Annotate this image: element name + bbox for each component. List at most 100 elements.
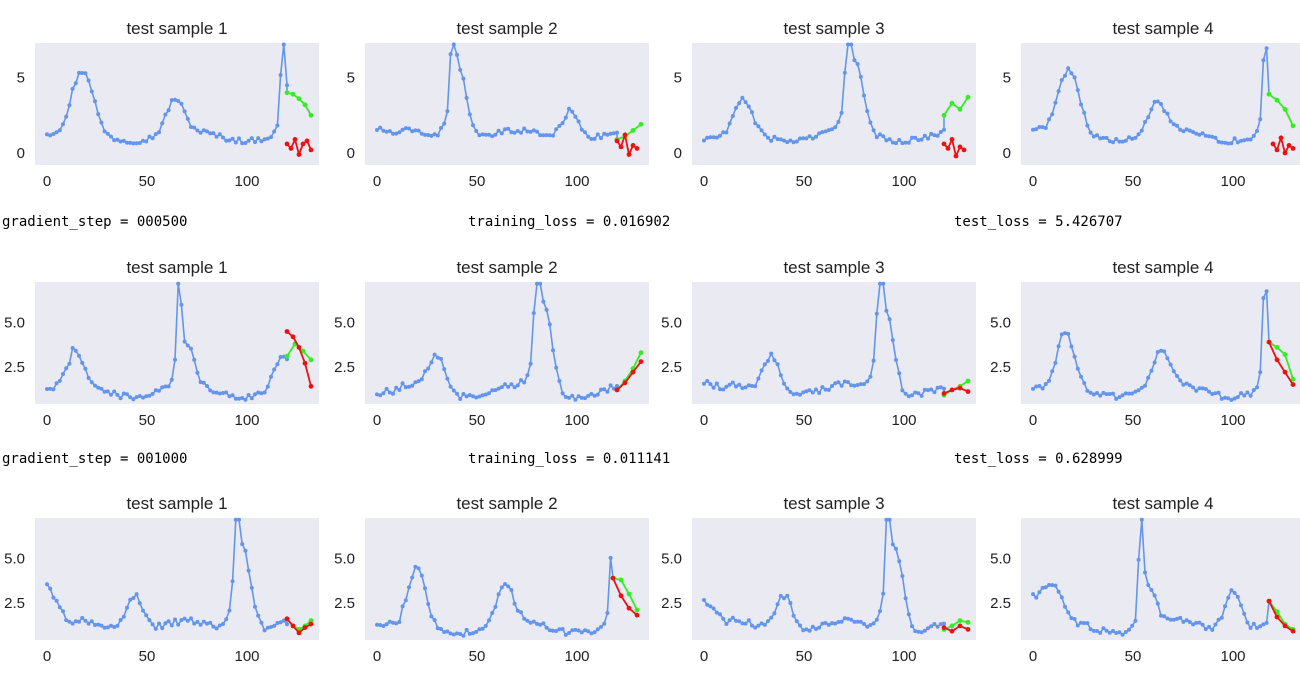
input-point bbox=[1171, 617, 1176, 622]
input-point bbox=[1050, 583, 1055, 588]
input-point bbox=[109, 134, 113, 139]
target-point bbox=[965, 378, 971, 384]
input-point bbox=[910, 624, 914, 629]
prediction-point bbox=[284, 329, 290, 334]
input-point bbox=[397, 130, 402, 135]
x-tick-label: 0 bbox=[43, 412, 51, 429]
input-point bbox=[1162, 349, 1167, 354]
input-point bbox=[737, 619, 742, 624]
input-point bbox=[541, 299, 546, 304]
input-point bbox=[1207, 389, 1211, 394]
input-point bbox=[1242, 393, 1247, 398]
input-point bbox=[769, 615, 774, 620]
prediction-point bbox=[965, 389, 971, 394]
input-point bbox=[99, 386, 104, 391]
input-point bbox=[547, 133, 552, 138]
input-point bbox=[467, 393, 472, 398]
input-point bbox=[243, 141, 248, 145]
input-point bbox=[83, 71, 88, 76]
input-point bbox=[397, 620, 402, 624]
input-point bbox=[179, 101, 184, 106]
info-line-1: gradient_step = 000500 training_loss = 0… bbox=[0, 214, 1300, 238]
input-point bbox=[615, 384, 619, 388]
input-point bbox=[387, 390, 392, 395]
x-tick-label: 100 bbox=[234, 173, 259, 190]
input-point bbox=[775, 602, 780, 607]
input-point bbox=[538, 281, 543, 286]
input-point bbox=[387, 129, 392, 134]
subplot-title: test sample 4 bbox=[1112, 494, 1213, 513]
target-point bbox=[1290, 123, 1296, 129]
input-point bbox=[919, 630, 924, 635]
input-point bbox=[608, 555, 613, 560]
input-point bbox=[913, 390, 918, 395]
y-tick-label: 5 bbox=[674, 70, 682, 87]
input-point bbox=[163, 384, 168, 389]
test-loss-label: test_loss = 5.426707 bbox=[954, 214, 1123, 230]
input-point bbox=[579, 630, 584, 635]
input-point bbox=[285, 622, 289, 627]
input-point bbox=[275, 362, 280, 367]
input-point bbox=[176, 622, 181, 627]
input-point bbox=[592, 630, 597, 635]
plot-area bbox=[365, 43, 649, 165]
input-point bbox=[589, 391, 594, 396]
input-point bbox=[1245, 620, 1250, 625]
y-tick-label: 5.0 bbox=[661, 315, 682, 332]
input-point bbox=[714, 381, 719, 386]
input-point bbox=[439, 356, 443, 361]
input-point bbox=[1034, 384, 1039, 389]
subplot: test sample 2 0 50 100 2.5 5.0 bbox=[334, 258, 649, 429]
input-point bbox=[775, 362, 780, 367]
input-point bbox=[836, 119, 841, 124]
input-point bbox=[480, 132, 485, 137]
prediction-series-line bbox=[943, 624, 969, 633]
prediction-point bbox=[957, 385, 963, 391]
input-point bbox=[67, 103, 72, 108]
input-point bbox=[1229, 588, 1234, 593]
y-tick-label: 5 bbox=[347, 70, 355, 87]
input-point bbox=[913, 629, 918, 634]
input-point bbox=[1059, 332, 1064, 337]
input-point bbox=[169, 623, 174, 628]
input-point bbox=[900, 141, 905, 146]
input-point bbox=[903, 391, 908, 396]
input-point bbox=[160, 385, 165, 390]
input-point bbox=[1213, 622, 1218, 627]
input-point bbox=[1191, 385, 1195, 390]
input-point bbox=[810, 136, 815, 141]
input-point bbox=[1191, 622, 1195, 627]
input-point bbox=[1056, 344, 1061, 349]
input-point bbox=[746, 618, 751, 623]
input-point bbox=[772, 611, 777, 616]
input-point bbox=[772, 134, 777, 139]
input-point bbox=[817, 625, 822, 630]
input-point bbox=[919, 137, 924, 142]
input-point bbox=[721, 616, 726, 621]
input-point bbox=[753, 625, 758, 630]
input-point bbox=[1050, 369, 1055, 374]
input-point bbox=[615, 130, 619, 135]
x-tick-label: 0 bbox=[373, 412, 381, 429]
input-point bbox=[772, 358, 777, 363]
input-point bbox=[1069, 616, 1074, 621]
input-point bbox=[153, 388, 158, 393]
input-point bbox=[794, 619, 799, 624]
input-point bbox=[1133, 135, 1138, 140]
subplot-title: test sample 2 bbox=[456, 258, 557, 277]
plot-area bbox=[692, 43, 976, 165]
input-point bbox=[608, 131, 613, 136]
input-point bbox=[419, 377, 424, 382]
input-point bbox=[512, 601, 517, 606]
input-point bbox=[868, 120, 873, 125]
input-point bbox=[605, 389, 610, 394]
input-point bbox=[272, 367, 277, 372]
input-point bbox=[128, 597, 133, 602]
x-tick-label: 50 bbox=[796, 173, 813, 190]
input-point bbox=[531, 619, 536, 624]
input-point bbox=[45, 132, 49, 137]
prediction-point bbox=[296, 345, 302, 350]
input-point bbox=[509, 130, 514, 135]
input-point bbox=[916, 138, 921, 143]
input-point bbox=[141, 138, 145, 143]
